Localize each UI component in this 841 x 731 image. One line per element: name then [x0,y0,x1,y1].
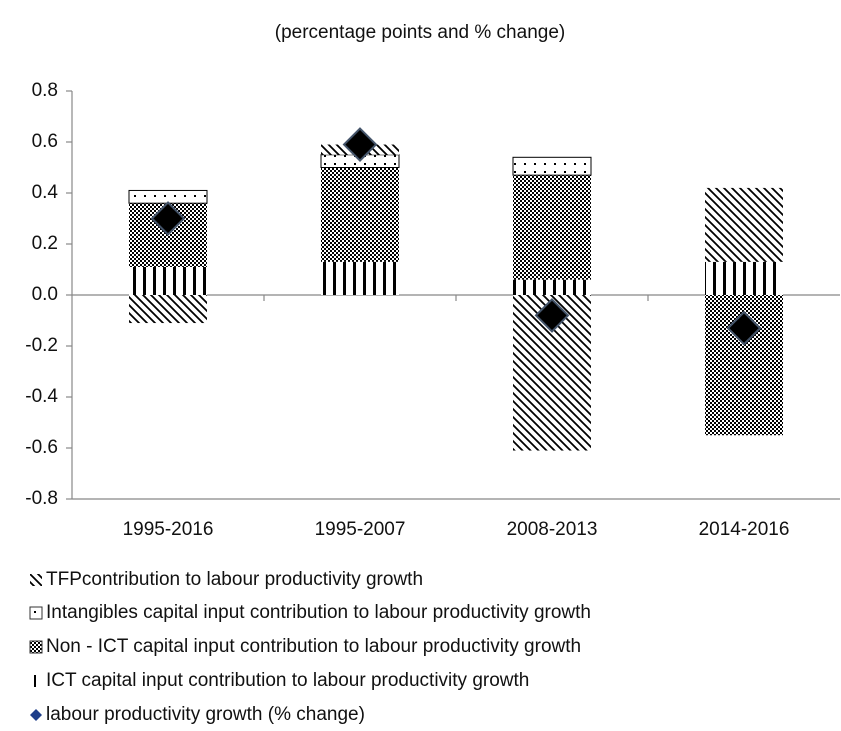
legend-icon [29,606,43,620]
x-tick-label: 1995-2007 [315,519,406,540]
y-tick-label: 0.0 [32,284,58,305]
marker [726,310,762,346]
bar-segment [321,261,399,295]
bar-segment [321,167,399,262]
y-tick-label: 0.8 [32,80,58,101]
legend-label: Non - ICT capital input contribution to … [46,636,581,657]
chart-subtitle: (percentage points and % change) [275,22,565,43]
bar-segment [512,156,592,176]
legend-icon [34,675,36,687]
bar-segment [129,295,207,324]
legend-label: TFPcontribution to labour productivity g… [46,569,423,590]
bar-segment [705,187,783,262]
y-tick-label: 0.2 [32,233,58,254]
marker [150,201,186,236]
legend-label: ICT capital input contribution to labour… [46,670,529,691]
y-tick-label: -0.2 [25,335,58,356]
legend-label: labour productivity growth (% change) [46,704,365,725]
legend-icon [30,574,42,586]
bar-segment [513,279,591,295]
bar-segment [705,261,783,295]
x-tick-label: 2014-2016 [699,519,790,540]
x-tick-label: 1995-2016 [123,519,214,540]
x-tick-label: 2008-2013 [507,519,598,540]
bar-segment [513,175,591,280]
marker [342,127,378,162]
y-tick-label: -0.6 [25,437,58,458]
marker [534,297,570,333]
legend-icon [29,640,43,654]
bar-segment [129,266,207,295]
y-tick-label: -0.4 [25,386,58,407]
y-tick-label: -0.8 [25,488,58,509]
legend-icon [30,709,42,721]
y-tick-label: 0.4 [32,182,59,203]
y-tick-label: 0.6 [32,131,58,152]
legend-label: Intangibles capital input contribution t… [46,602,591,623]
